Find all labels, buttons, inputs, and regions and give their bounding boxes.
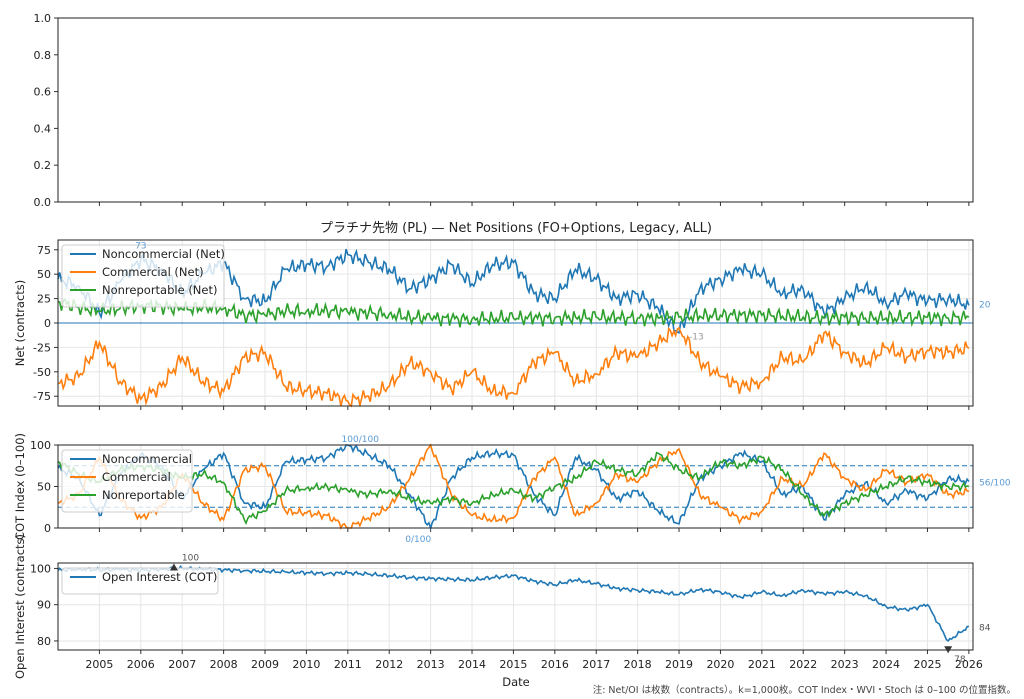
x-axis-label: Date — [502, 675, 530, 689]
series-line-nonreportable-net- — [57, 297, 970, 328]
legend-label: Noncommercial (Net) — [102, 247, 225, 261]
x-tick-label: 2012 — [375, 658, 403, 671]
annotation-label: 0/100 — [405, 535, 431, 545]
legend-box — [61, 449, 193, 513]
annotation-label: 100/100 — [342, 435, 380, 445]
y-tick-label: 0.0 — [34, 196, 52, 209]
y-tick-label: 0.6 — [34, 86, 52, 99]
cot-index-panel: 100 50 0 COT Index (0–100) Noncommercial Comm… — [13, 433, 1011, 545]
x-tick-label: 2019 — [665, 658, 693, 671]
y-axis-label: Net (contracts) — [13, 280, 27, 367]
y-tick-label: 100 — [30, 562, 51, 575]
x-tick-label: 2023 — [831, 658, 859, 671]
x-tick-label: 2006 — [127, 658, 155, 671]
annotation-label: 100 — [182, 553, 199, 563]
annotation-label: 56/100 — [979, 479, 1011, 489]
annotation-label: 78 — [954, 655, 966, 665]
annotation-label: -13 — [689, 333, 704, 343]
x-tick-label: 2021 — [748, 658, 776, 671]
x-tick-label: 2015 — [499, 658, 527, 671]
chart-title: プラチナ先物 (PL) — Net Positions (FO+Options,… — [320, 221, 712, 236]
legend-label: Open Interest (COT) — [102, 570, 217, 584]
x-tick-label: 2020 — [706, 658, 734, 671]
y-tick-label: 0 — [44, 317, 51, 330]
x-tick-label: 2016 — [541, 658, 569, 671]
y-tick-label: 25 — [37, 293, 51, 306]
x-tick-label: 2017 — [582, 658, 610, 671]
y-tick-label: -50 — [33, 366, 51, 379]
x-tick-label: 2010 — [292, 658, 320, 671]
axes-frame — [57, 17, 974, 203]
legend: Noncommercial (Net) Commercial (Net) Nonre… — [61, 244, 225, 308]
x-tick-label: 2014 — [458, 658, 486, 671]
legend-box — [61, 567, 219, 595]
y-tick-label: 0.2 — [34, 159, 52, 172]
y-tick-label: 50 — [37, 481, 51, 494]
legend-label: Commercial — [102, 470, 171, 484]
open-interest-panel: 100 90 80 Open Interest (contracts) Open Int… — [13, 534, 991, 679]
x-tick-label: 2024 — [872, 658, 900, 671]
legend-box — [61, 244, 225, 308]
y-tick-label: 0 — [44, 522, 51, 535]
y-tick-label: -75 — [33, 390, 51, 403]
annotation-label: 84 — [979, 623, 991, 633]
legend-label: Noncommercial — [102, 452, 192, 466]
axes-frame — [57, 444, 974, 529]
y-tick-label: 90 — [37, 599, 51, 612]
x-tick-label: 2025 — [913, 658, 941, 671]
net-positions-panel: 75 50 25 0 -25 -50 -75 Net (contracts) Noncommer… — [13, 239, 991, 410]
x-tick-label: 2022 — [789, 658, 817, 671]
x-tick-label: 2026 — [955, 658, 983, 671]
trough-marker — [944, 646, 953, 654]
annotation-label: 20 — [979, 300, 991, 310]
legend: Open Interest (COT) — [61, 567, 219, 595]
series-line-commercial-net- — [57, 326, 970, 408]
y-axis-label: COT Index (0–100) — [13, 433, 27, 540]
axes-frame — [57, 562, 974, 651]
x-tick-label: 2018 — [624, 658, 652, 671]
legend-label: Nonreportable (Net) — [102, 283, 217, 297]
legend-label: Commercial (Net) — [102, 265, 204, 279]
x-tick-label: 2013 — [417, 658, 445, 671]
x-tick-label: 2007 — [168, 658, 196, 671]
series-line-nonreportable — [57, 451, 970, 526]
axes-frame — [57, 239, 974, 407]
y-tick-label: 1.0 — [34, 12, 52, 25]
y-tick-label: 100 — [30, 439, 51, 452]
legend-label: Nonreportable — [102, 488, 185, 502]
x-tick-label: 2005 — [85, 658, 113, 671]
y-tick-label: 75 — [37, 244, 51, 257]
x-tick-label: 2008 — [210, 658, 238, 671]
y-tick-label: 80 — [37, 635, 51, 648]
y-tick-label: 0.4 — [34, 122, 52, 135]
legend: Noncommercial Commercial Nonreportable — [61, 449, 193, 513]
y-tick-label: 50 — [37, 268, 51, 281]
y-axis-label: Open Interest (contracts) — [13, 534, 27, 679]
y-tick-label: 0.8 — [34, 49, 52, 62]
blank-panel: 0.0 0.2 0.4 0.6 0.8 1.0 — [34, 12, 974, 209]
annotation-label: 73 — [135, 242, 146, 252]
x-tick-label: 2011 — [334, 658, 362, 671]
x-tick-label: 2009 — [251, 658, 279, 671]
peak-marker — [169, 563, 178, 571]
footnote: 注: Net/OI は枚数（contracts）。k=1,000枚。COT In… — [593, 684, 1016, 696]
y-tick-label: -25 — [33, 341, 51, 354]
series-line-commercial — [57, 443, 970, 531]
